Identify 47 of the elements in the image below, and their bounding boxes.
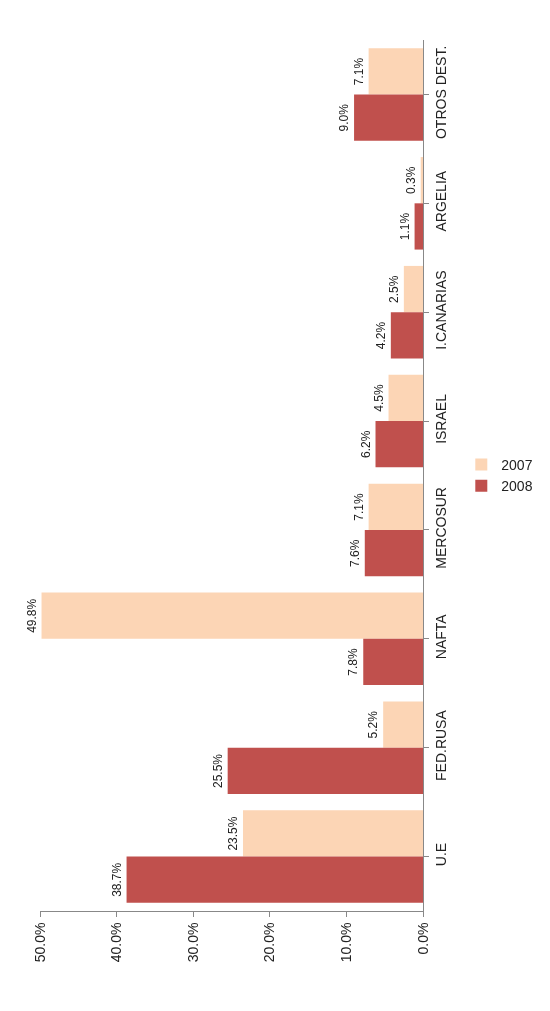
data-label: 7.1% <box>351 57 366 86</box>
data-label: 7.6% <box>347 539 362 567</box>
data-label: 25.5% <box>210 753 225 788</box>
data-label: 7.8% <box>346 648 361 676</box>
data-label: 38.7% <box>109 862 124 897</box>
legend-label: 2008 <box>501 478 533 495</box>
bar <box>227 747 423 794</box>
bar <box>390 312 423 359</box>
data-label: 23.5% <box>225 816 240 851</box>
y-tick-label: FED.RUSA <box>432 709 449 781</box>
y-tick-label: ISRAEL <box>432 393 449 444</box>
bar <box>388 374 423 422</box>
x-tick-label: 50.0% <box>31 922 48 963</box>
y-tick-label: ARGELIA <box>432 170 449 232</box>
y-tick-label: OTROS DEST. <box>432 45 449 140</box>
data-label: 0.3% <box>403 166 418 195</box>
data-label: 9.0% <box>337 103 352 132</box>
bar <box>368 483 423 530</box>
bar <box>126 856 423 903</box>
bar <box>363 638 423 686</box>
bar <box>414 203 423 250</box>
bar <box>403 265 423 313</box>
data-label: 1.1% <box>397 212 412 241</box>
y-tick-label: I.CANARIAS <box>432 270 449 350</box>
x-tick-label: 10.0% <box>337 922 354 963</box>
x-tick-label: 0.0% <box>414 922 431 955</box>
y-tick-label: U.E <box>432 842 449 867</box>
x-tick-label: 30.0% <box>184 922 201 963</box>
data-label: 49.8% <box>24 598 39 633</box>
bar <box>242 810 423 857</box>
data-label: 2.5% <box>386 275 401 303</box>
x-tick-label: 20.0% <box>261 922 278 963</box>
data-label: 4.5% <box>371 384 386 412</box>
bar <box>383 701 423 748</box>
x-tick-label: 40.0% <box>108 922 125 963</box>
bar <box>354 94 423 141</box>
data-label: 5.2% <box>366 710 381 739</box>
bar <box>41 592 423 639</box>
data-label: 6.2% <box>358 430 373 459</box>
legend-label: 2007 <box>501 457 533 474</box>
bar <box>368 48 423 95</box>
y-tick-label: MERCOSUR <box>432 487 449 569</box>
data-label: 7.1% <box>351 492 366 521</box>
bar <box>375 421 423 468</box>
y-tick-label: NAFTA <box>432 613 449 660</box>
bar <box>364 529 423 577</box>
data-label: 4.2% <box>373 321 388 350</box>
